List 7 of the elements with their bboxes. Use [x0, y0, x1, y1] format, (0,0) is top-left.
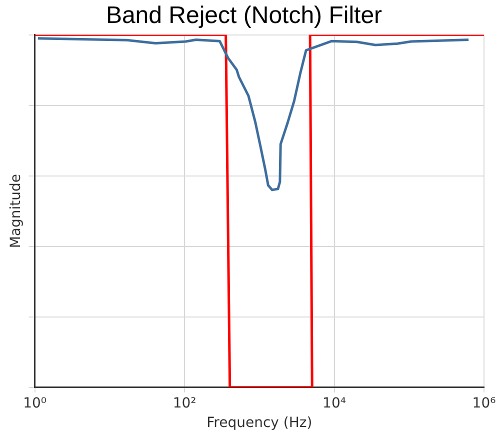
x-tick-label: 10⁴	[322, 395, 346, 412]
x-axis-title: Frequency (Hz)	[206, 415, 312, 432]
x-tick-label: 10⁶	[472, 395, 496, 412]
chart-title: Band Reject (Notch) Filter	[106, 2, 382, 30]
x-tick-label: 10⁰	[23, 395, 47, 412]
y-axis-title: Magnitude	[8, 174, 24, 248]
x-tick-label: 10²	[172, 395, 196, 412]
